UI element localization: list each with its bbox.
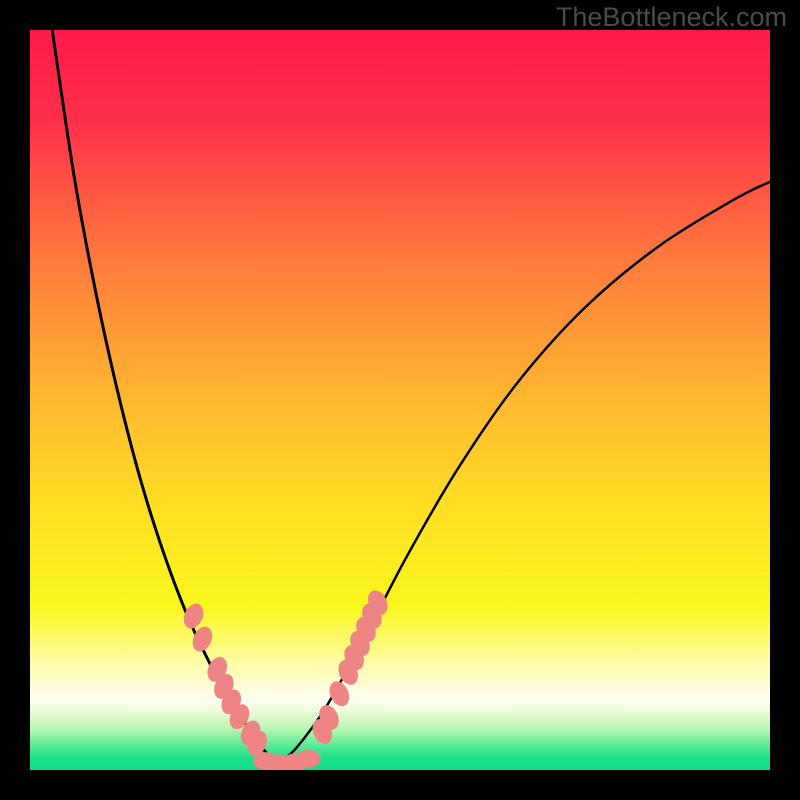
gradient-background: [30, 30, 770, 770]
chart-container: TheBottleneck.com: [0, 0, 800, 800]
bottom-marker-3: [295, 750, 321, 768]
watermark-text: TheBottleneck.com: [556, 2, 787, 33]
chart-svg: [0, 0, 800, 800]
